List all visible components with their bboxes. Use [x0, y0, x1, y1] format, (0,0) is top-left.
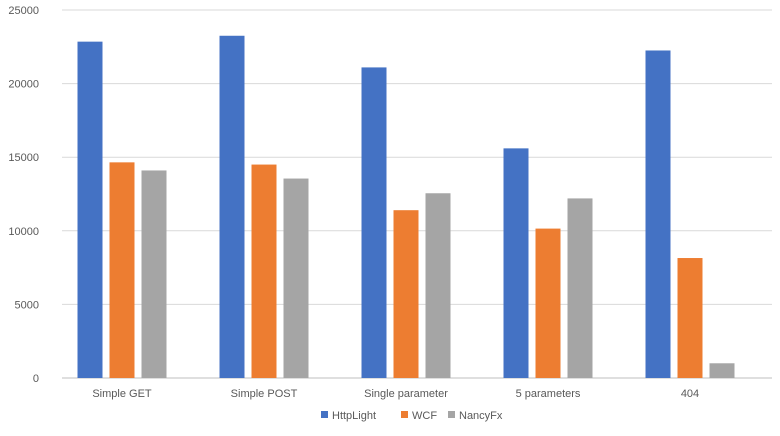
bar-nancyfx-1: [283, 178, 309, 378]
bar-wcf-1: [251, 164, 277, 378]
category-label: Simple POST: [231, 388, 298, 400]
bar-nancyfx-0: [141, 170, 167, 378]
x-axis-category-labels: Simple GET Simple POST Single parameter 5 p…: [92, 388, 699, 400]
legend-label-nancyfx: NancyFx: [459, 410, 503, 422]
bar-nancyfx-2: [425, 193, 451, 378]
category-label: 404: [681, 388, 699, 400]
bar-nancyfx-4: [709, 363, 735, 378]
y-tick-label: 5000: [15, 299, 39, 311]
bar-wcf-0: [109, 162, 135, 378]
legend-label-wcf: WCF: [412, 410, 437, 422]
y-tick-label: 20000: [8, 79, 39, 91]
y-tick-label: 0: [33, 373, 39, 385]
y-axis-tick-labels: 0 5000 10000 15000 20000 25000: [8, 5, 39, 385]
y-tick-label: 10000: [8, 226, 39, 238]
bar-wcf-3: [535, 228, 561, 378]
bar-wcf-4: [677, 258, 703, 378]
bar-nancyfx-3: [567, 198, 593, 378]
y-tick-label: 15000: [8, 152, 39, 164]
y-tick-label: 25000: [8, 5, 39, 17]
legend-swatch-nancyfx: [448, 411, 455, 418]
legend: HttpLight WCF NancyFx: [321, 410, 503, 422]
legend-swatch-wcf: [401, 411, 408, 418]
category-label: 5 parameters: [516, 388, 581, 400]
bar-httplight-2: [361, 67, 387, 379]
bar-httplight-1: [219, 35, 245, 378]
bar-httplight-3: [503, 148, 529, 378]
bar-httplight-4: [645, 50, 671, 378]
category-label: Simple GET: [92, 388, 152, 400]
bars: [77, 35, 735, 379]
bar-httplight-0: [77, 41, 103, 378]
legend-swatch-httplight: [321, 411, 328, 418]
legend-label-httplight: HttpLight: [332, 410, 376, 422]
category-label: Single parameter: [364, 388, 448, 400]
bar-wcf-2: [393, 210, 419, 378]
